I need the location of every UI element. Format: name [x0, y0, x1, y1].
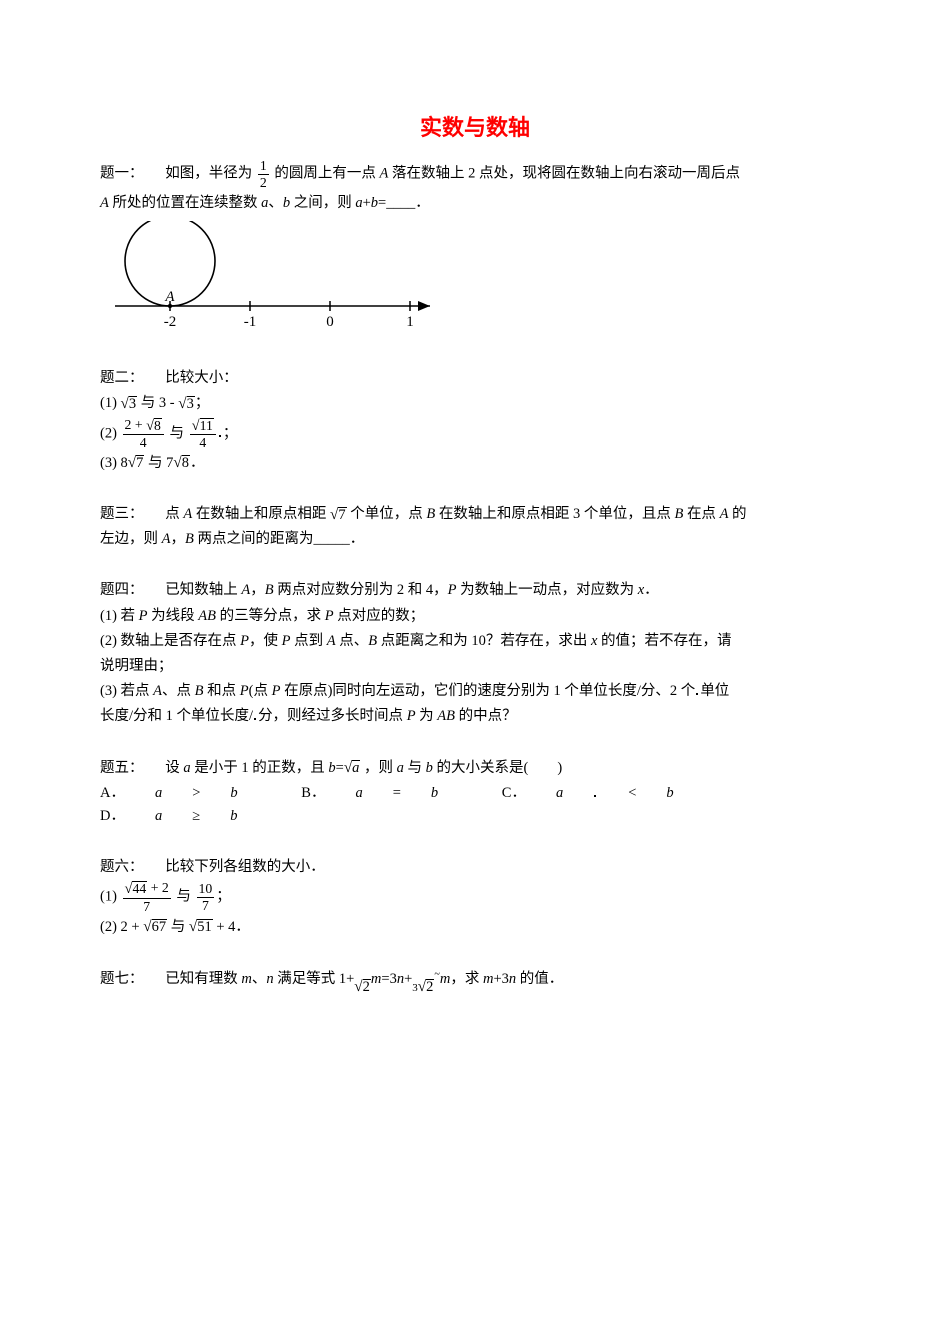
question-5: 题五： 设 a 是小于 1 的正数，且 b=√a ，则 a 与 b 的大小关系是… [100, 757, 850, 829]
question-4: 题四： 已知数轴上 A，B 两点对应数分别为 2 和 4，P 为数轴上一动点，对… [100, 579, 850, 728]
q7-label: 题七： [100, 971, 136, 987]
question-2: 题二： 比较大小： (1) √3 与 3 - √3； (2) 2 + √84 与… [100, 367, 850, 475]
q4-label: 题四： [100, 582, 136, 598]
opt-C[interactable]: C．a<b [502, 782, 704, 805]
q1-figure: -2 -1 0 1 A [110, 221, 850, 339]
page-title: 实数与数轴 [100, 110, 850, 145]
q4-part2: (2) 数轴上是否存在点 P，使 P 点到 A 点、B 点距离之和为 10？若存… [100, 630, 850, 653]
question-7: 题七： 已知有理数 m、n 满足等式 1+√2m=3n+3√2~m，求 m+3n… [100, 967, 850, 999]
q6-label: 题六： [100, 859, 136, 875]
q1-line2: A 所处的位置在连续整数 a、b 之间，则 a+b=____． [100, 192, 850, 215]
point-A-dot [168, 304, 172, 308]
q4-part1: (1) 若 P 为线段 AB 的三等分点，求 P 点对应的数； [100, 605, 850, 628]
opt-B[interactable]: B．a=b [301, 782, 468, 805]
q2-item3: (3) 8√7 与 7√8． [100, 452, 850, 475]
stray-dot [695, 690, 700, 695]
tick-label: -1 [244, 314, 257, 330]
number-line-svg: -2 -1 0 1 A [110, 221, 450, 331]
stray-dot [253, 715, 258, 720]
q2-item2: (2) 2 + √84 与 √114； [100, 418, 850, 450]
frac-sqrt11-over4: √114 [190, 418, 216, 450]
opt-A[interactable]: A．a>b [100, 782, 268, 805]
q1-line1: 题一： 如图，半径为 12 的圆周上有一点 A 落在数轴上 2 点处，现将圆在数… [100, 159, 850, 190]
tick-label: 0 [326, 314, 334, 330]
frac-1-2: 12 [258, 159, 269, 190]
frac-2plus-sqrt8-over4: 2 + √84 [123, 418, 164, 450]
q6-item1: (1) √44 + 27 与 107； [100, 881, 850, 913]
tick-label: -2 [164, 314, 177, 330]
question-6: 题六： 比较下列各组数的大小． (1) √44 + 27 与 107； (2) … [100, 856, 850, 939]
question-1: 题一： 如图，半径为 12 的圆周上有一点 A 落在数轴上 2 点处，现将圆在数… [100, 159, 850, 339]
stray-dot [218, 432, 223, 437]
q4-part3: (3) 若点 A、点 B 和点 P(点 P 在原点)同时向左运动，它们的速度分别… [100, 680, 850, 703]
question-3: 题三： 点 A 在数轴上和原点相距 √7 个单位，点 B 在数轴上和原点相距 3… [100, 503, 850, 551]
frac-10-over7: 107 [197, 882, 215, 913]
frac-sqrt44plus2-over7: √44 + 27 [123, 881, 171, 913]
q2-item1: (1) √3 与 3 - √3； [100, 392, 850, 415]
q3-label: 题三： [100, 506, 136, 522]
q1-label: 题一： [100, 166, 136, 182]
sqrt-3: √3 [121, 396, 138, 412]
point-A-label: A [164, 289, 175, 305]
sqrt-a: √a [344, 760, 361, 776]
q2-label: 题二： [100, 370, 136, 386]
tick-label: 1 [406, 314, 414, 330]
q5-options: A．a>b B．a=b C．a<b D．a≥b [100, 782, 850, 828]
opt-D[interactable]: D．a≥b [100, 805, 267, 828]
stray-dot [593, 792, 598, 797]
q6-item2: (2) 2 + √67 与 √51 + 4． [100, 916, 850, 939]
q5-label: 题五： [100, 760, 136, 776]
